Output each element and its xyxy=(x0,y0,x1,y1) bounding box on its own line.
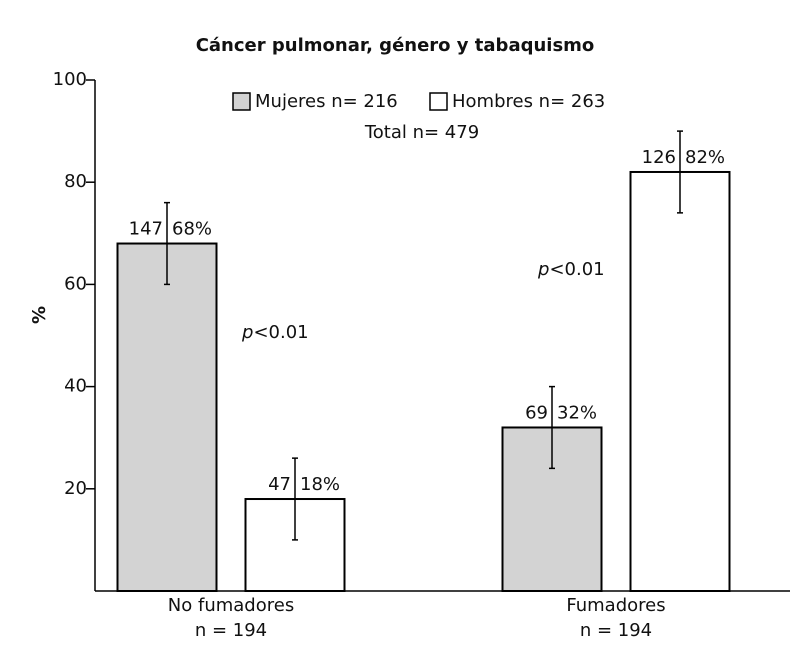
annotation-italic: p xyxy=(537,259,549,280)
count-label: 69 xyxy=(525,402,548,423)
y-tick-label: 60 xyxy=(64,273,87,294)
legend-swatch xyxy=(232,92,251,111)
value-label: 68% xyxy=(172,219,212,240)
legend-label: Mujeres n= 216 xyxy=(255,91,398,112)
count-label: 147 xyxy=(129,219,163,240)
chart-title: Cáncer pulmonar, género y tabaquismo xyxy=(196,35,595,56)
y-axis-label: % xyxy=(29,306,50,324)
bar xyxy=(629,170,731,592)
value-label: 18% xyxy=(300,474,340,495)
x-tick-sublabel: n = 194 xyxy=(580,620,652,641)
bar xyxy=(116,242,218,593)
x-tick-sublabel: n = 194 xyxy=(195,620,267,641)
annotation: p<0.01 xyxy=(241,322,309,343)
annotation-italic: p xyxy=(241,322,253,343)
count-label: 47 xyxy=(268,474,291,495)
legend-swatch xyxy=(429,92,448,111)
count-label: 126 xyxy=(642,147,676,168)
legend-label: Hombres n= 263 xyxy=(452,91,605,112)
y-tick-label: 100 xyxy=(53,69,87,90)
value-label: 82% xyxy=(685,147,725,168)
y-tick-label: 80 xyxy=(64,171,87,192)
bar xyxy=(244,498,346,592)
x-tick-label: No fumadores xyxy=(168,595,294,616)
annotation-text: <0.01 xyxy=(253,322,308,343)
annotation-text: <0.01 xyxy=(549,259,604,280)
value-label: 32% xyxy=(557,402,597,423)
annotation: p<0.01 xyxy=(537,259,605,280)
y-tick-label: 20 xyxy=(64,478,87,499)
y-tick-label: 40 xyxy=(64,376,87,397)
total-label: Total n= 479 xyxy=(364,122,479,143)
x-tick-label: Fumadores xyxy=(566,595,665,616)
